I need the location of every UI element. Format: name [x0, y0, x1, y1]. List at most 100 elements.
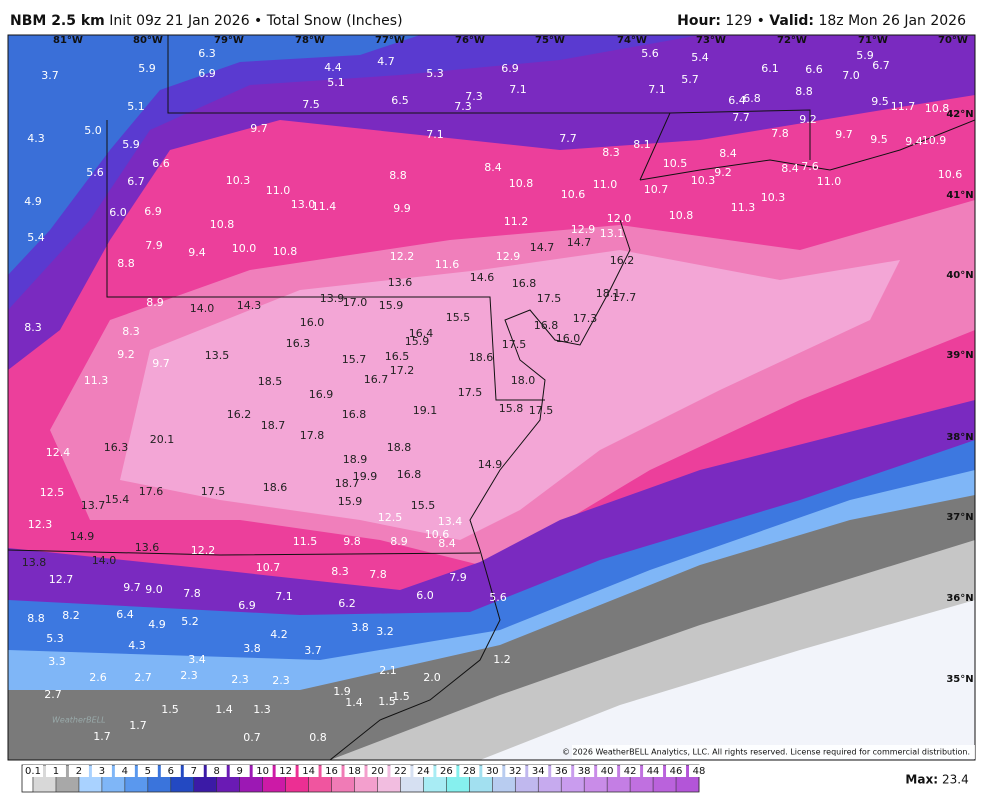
colorbar-label-bg [666, 765, 687, 777]
snow-total-label: 13.7 [81, 499, 106, 512]
snow-total-label: 10.7 [256, 561, 281, 574]
snow-total-label: 16.8 [397, 468, 422, 481]
snow-field [8, 400, 975, 640]
snow-total-label: 18.1 [596, 287, 621, 300]
snow-total-label: 10.5 [663, 157, 688, 170]
colorbar-label: 32 [509, 766, 522, 777]
snow-total-label: 6.5 [391, 94, 409, 107]
snow-field [120, 250, 900, 540]
snow-total-label: 1.7 [93, 730, 111, 743]
valid-time: Hour: 129 • Valid: 18z Mon 26 Jan 2026 [677, 13, 966, 29]
snow-total-label: 18.6 [263, 481, 288, 494]
snow-total-label: 14.9 [478, 458, 503, 471]
snow-total-label: 3.3 [48, 655, 66, 668]
snow-total-label: 7.8 [369, 568, 387, 581]
snow-total-label: 15.9 [405, 335, 430, 348]
snow-total-label: 15.4 [105, 493, 130, 506]
snow-total-label: 17.6 [139, 485, 164, 498]
snow-total-label: 2.3 [272, 674, 290, 687]
colorbar-label: 12 [279, 766, 292, 777]
snow-total-label: 16.2 [610, 254, 635, 267]
snow-total-label: 4.3 [128, 639, 146, 652]
snow-total-label: 9.7 [250, 122, 268, 135]
latitude-label: 39°N [946, 350, 973, 361]
snow-total-label: 15.5 [411, 499, 436, 512]
snow-total-label: 11.0 [817, 175, 842, 188]
colorbar-label: 40 [601, 766, 614, 777]
snow-total-label: 6.6 [152, 157, 170, 170]
snow-total-label: 7.7 [559, 132, 577, 145]
snow-total-label: 17.5 [201, 485, 226, 498]
snow-total-label: 8.3 [122, 325, 140, 338]
colorbar-label: 3 [99, 766, 105, 777]
snow-total-label: 2.3 [180, 669, 198, 682]
snow-total-label: 6.4 [728, 94, 746, 107]
copyright-bg [572, 745, 975, 759]
init: Init 09z 21 Jan 2026 • Total Snow (Inche… [109, 13, 402, 29]
snow-total-label: 16.8 [534, 319, 559, 332]
snow-total-label: 11.4 [312, 200, 337, 213]
colorbar-label: 1 [53, 766, 59, 777]
snow-total-label: 15.7 [342, 353, 367, 366]
snow-total-label: 17.7 [612, 291, 637, 304]
snow-total-label: 6.1 [761, 62, 779, 75]
snow-total-label: 16.7 [364, 373, 389, 386]
snow-total-label: 18.7 [335, 477, 360, 490]
snow-total-label: 4.3 [27, 132, 45, 145]
colorbar-label-bg [23, 765, 43, 777]
snow-total-label: 3.4 [188, 653, 206, 666]
snow-total-label: 12.2 [191, 544, 216, 557]
state-border [669, 109, 811, 160]
snow-total-label: 10.6 [561, 188, 586, 201]
snow-total-label: 5.6 [489, 591, 507, 604]
snow-total-label: 13.1 [600, 227, 625, 240]
snow-total-label: 5.2 [181, 615, 199, 628]
snow-total-label: 9.4 [905, 135, 923, 148]
state-border [106, 120, 545, 401]
colorbar-label: 24 [417, 766, 430, 777]
snow-total-label: 17.5 [458, 386, 483, 399]
snow-total-label: 8.8 [795, 85, 813, 98]
map-frame [7, 34, 976, 761]
colorbar-label-bg [643, 765, 664, 777]
snow-total-label: 16.0 [300, 316, 325, 329]
snow-total-label: 3.7 [41, 69, 59, 82]
snow-total-label: 9.8 [343, 535, 361, 548]
snow-total-label: 9.7 [123, 581, 141, 594]
snow-total-label: 5.7 [681, 73, 699, 86]
snow-total-label: 16.9 [309, 388, 334, 401]
snow-total-label: 10.8 [925, 102, 950, 115]
snow-total-label: 8.3 [602, 146, 620, 159]
longitude-label: 79°W [214, 35, 244, 46]
valid-label: Valid: [769, 13, 814, 29]
snow-total-label: 9.5 [870, 133, 888, 146]
colorbar-label: 7 [191, 766, 197, 777]
snow-total-label: 8.8 [27, 612, 45, 625]
snow-total-label: 10.6 [425, 528, 450, 541]
colorbar-label: 44 [647, 766, 660, 777]
snow-total-label: 5.4 [691, 51, 709, 64]
snow-total-label: 13.5 [205, 349, 230, 362]
max-value: 23.4 [942, 773, 969, 787]
snow-total-label: 4.7 [377, 55, 395, 68]
snow-total-label: 4.9 [148, 618, 166, 631]
longitude-label: 70°W [938, 35, 968, 46]
snow-total-label: 5.1 [327, 76, 345, 89]
hour: 129 • [725, 13, 764, 29]
snow-total-label: 10.8 [509, 177, 534, 190]
snow-total-label: 2.3 [231, 673, 249, 686]
snow-total-label: 14.0 [190, 302, 215, 315]
snow-total-label: 7.1 [648, 83, 666, 96]
colorbar-label-bg [229, 765, 250, 777]
snow-total-label: 3.8 [243, 642, 261, 655]
snow-total-label: 9.5 [871, 95, 889, 108]
latitude-label: 42°N [946, 109, 973, 120]
snow-total-label: 11.3 [84, 374, 109, 387]
snow-total-label: 17.5 [537, 292, 562, 305]
snow-total-label: 11.0 [593, 178, 618, 191]
snow-total-label: 8.9 [390, 535, 408, 548]
colorbar-label-bg [252, 765, 273, 777]
snow-total-label: 18.6 [469, 351, 494, 364]
